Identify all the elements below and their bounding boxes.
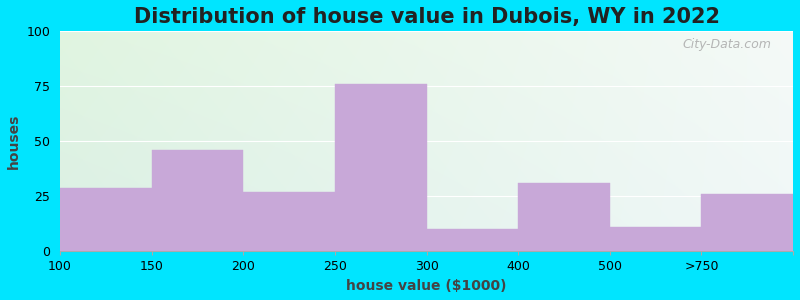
Bar — [702, 194, 793, 251]
Bar — [610, 227, 702, 251]
Bar — [243, 192, 335, 251]
Title: Distribution of house value in Dubois, WY in 2022: Distribution of house value in Dubois, W… — [134, 7, 719, 27]
Bar — [426, 230, 518, 251]
Bar — [518, 183, 610, 251]
Bar — [152, 150, 243, 251]
Bar — [335, 84, 426, 251]
X-axis label: house value ($1000): house value ($1000) — [346, 279, 507, 293]
Bar — [60, 188, 152, 251]
Y-axis label: houses: houses — [7, 114, 21, 169]
Text: City-Data.com: City-Data.com — [682, 38, 771, 51]
